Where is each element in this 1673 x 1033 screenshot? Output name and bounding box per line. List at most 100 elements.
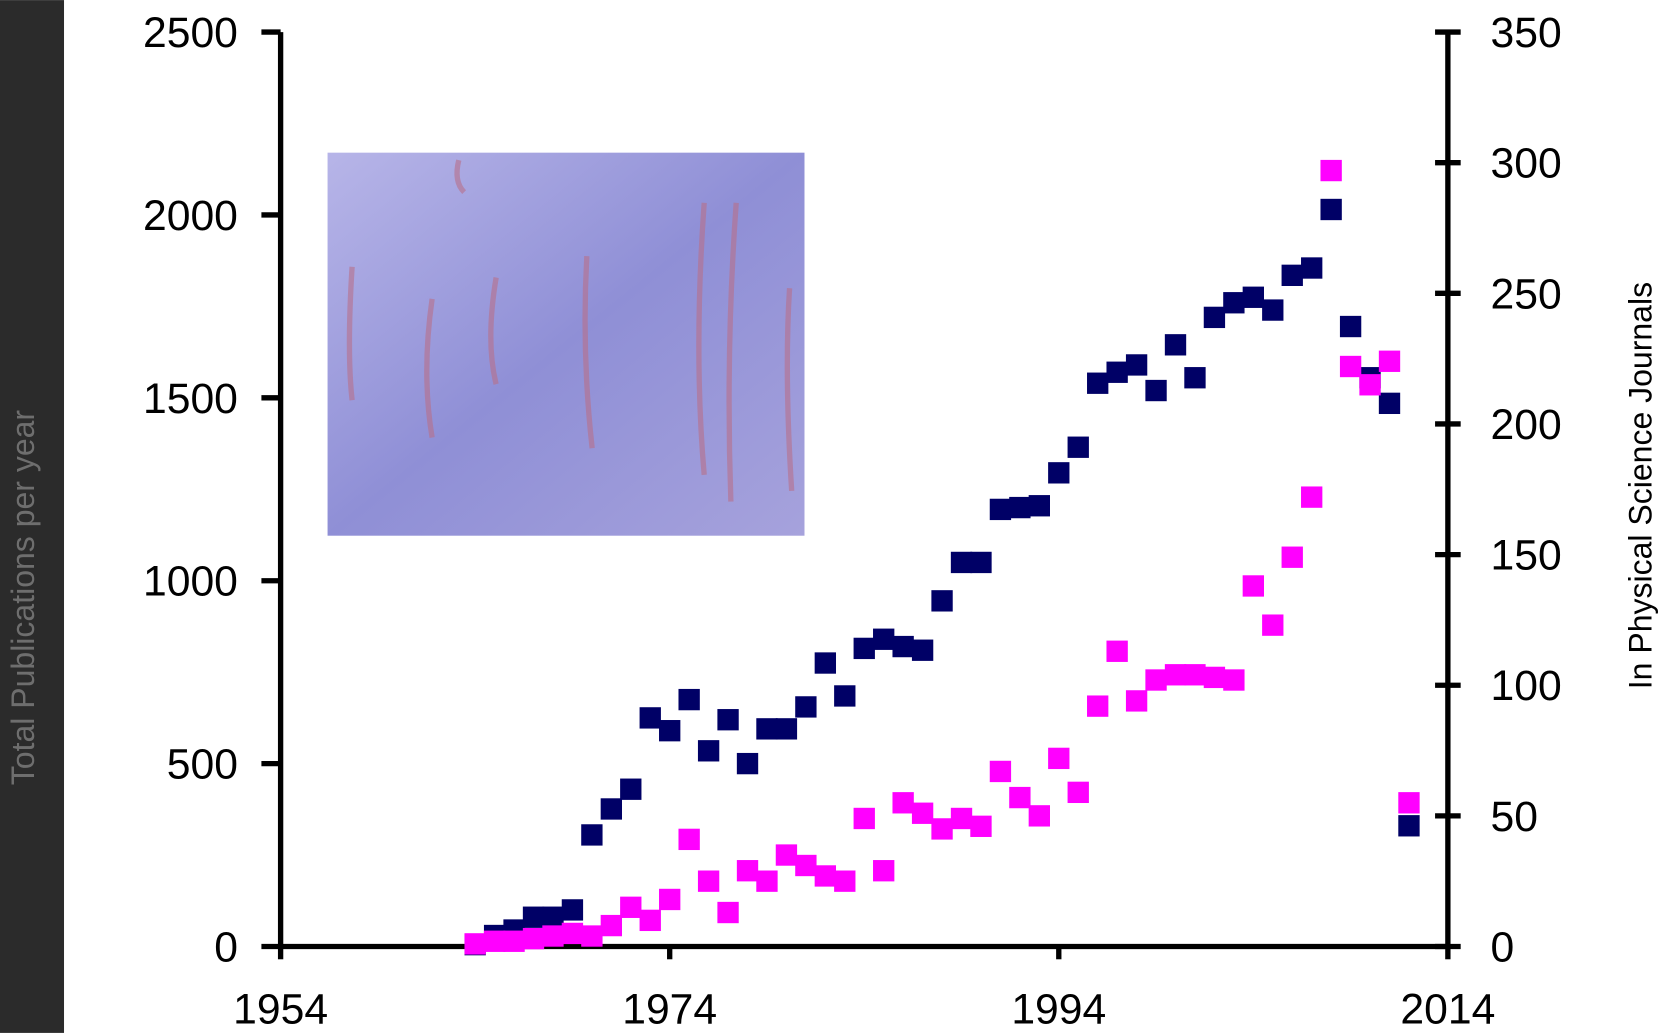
point [736, 860, 759, 882]
y-tick-label: 0 [214, 923, 238, 971]
point [1106, 361, 1128, 383]
point [1145, 669, 1167, 691]
point [483, 930, 506, 952]
y-tick-label: 2500 [143, 9, 238, 57]
point [464, 933, 486, 955]
point [581, 824, 603, 846]
point [1223, 669, 1245, 691]
point [1184, 367, 1206, 389]
point [1281, 546, 1303, 568]
point [1145, 379, 1167, 402]
point [853, 807, 875, 830]
point [581, 925, 603, 947]
point [1087, 695, 1109, 717]
point [931, 590, 953, 612]
point [1339, 315, 1362, 338]
point [1164, 664, 1187, 686]
point [1378, 392, 1401, 415]
point [1164, 334, 1187, 356]
x-tick-label: 1974 [622, 985, 717, 1033]
point [561, 922, 584, 945]
y-axis-title: Total Publications per year [5, 410, 41, 786]
point [1242, 286, 1264, 308]
point [795, 854, 817, 877]
point [1398, 792, 1420, 814]
point [775, 718, 798, 740]
y-tick-label: 1500 [143, 375, 238, 423]
point [873, 628, 895, 650]
y2-tick-label: 100 [1491, 662, 1562, 710]
point [1339, 355, 1362, 378]
point [542, 906, 564, 928]
point [834, 870, 856, 892]
y2-tick-label: 50 [1491, 793, 1538, 841]
point [1281, 264, 1303, 286]
point [600, 798, 623, 820]
y2-tick-label: 0 [1491, 923, 1515, 971]
y-tick-label: 500 [167, 741, 238, 789]
point [1378, 350, 1401, 372]
point [1009, 496, 1031, 519]
point [697, 740, 720, 762]
point [1262, 614, 1284, 636]
point [911, 802, 934, 824]
point [970, 815, 992, 837]
point [1028, 805, 1050, 827]
point [561, 899, 584, 921]
point [892, 792, 914, 814]
y2-tick-label: 350 [1491, 9, 1562, 57]
point [736, 752, 759, 775]
point [853, 637, 875, 660]
point [639, 909, 661, 932]
point [1009, 786, 1031, 809]
point [1320, 198, 1342, 221]
point [814, 652, 837, 674]
point [989, 760, 1012, 783]
x-tick-label: 2014 [1400, 985, 1495, 1033]
point [989, 498, 1012, 521]
y-tick-label: 2000 [143, 192, 238, 240]
y-tick-label: 1000 [143, 558, 238, 606]
point [620, 896, 642, 918]
y2-tick-label: 150 [1491, 532, 1562, 580]
point [1048, 747, 1070, 770]
point [1048, 462, 1070, 484]
y2-tick-label: 300 [1491, 140, 1562, 188]
point [1106, 640, 1128, 662]
point [542, 925, 564, 947]
point [697, 870, 720, 892]
point [1242, 575, 1264, 597]
point [522, 906, 545, 928]
point [1028, 495, 1050, 517]
point [892, 635, 914, 658]
point [1203, 306, 1226, 329]
point [873, 860, 895, 882]
point [639, 707, 661, 729]
point [717, 901, 739, 924]
point [1067, 436, 1089, 458]
point [756, 718, 778, 740]
point [970, 551, 992, 574]
y2-axis-title: In Physical Science Journals [1623, 282, 1659, 689]
point [931, 818, 953, 840]
point [1125, 690, 1148, 712]
point [1087, 372, 1109, 394]
point [659, 888, 681, 911]
point [814, 865, 837, 887]
point [950, 551, 973, 574]
point [1398, 815, 1420, 837]
point [522, 927, 545, 950]
point [1203, 666, 1226, 689]
point [1067, 781, 1089, 804]
point [1301, 257, 1323, 279]
point [911, 639, 934, 661]
inset-photo [327, 152, 805, 609]
point [620, 778, 642, 800]
x-tick-label: 1994 [1011, 985, 1106, 1033]
point [717, 709, 739, 731]
point [600, 914, 623, 937]
point [1184, 664, 1206, 686]
point [1320, 159, 1342, 182]
point [678, 688, 700, 711]
